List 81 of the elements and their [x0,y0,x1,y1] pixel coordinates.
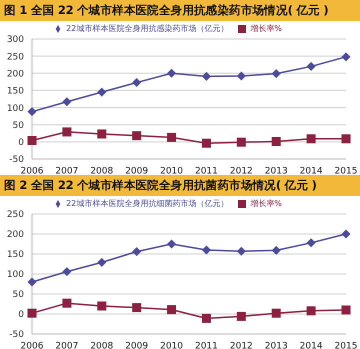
x-tick-label: 2015 [334,166,358,176]
point [132,247,142,256]
legend-label: 增长率% [250,199,282,208]
y-tick-label: -50 [9,330,24,340]
x-tick-label: 2013 [264,341,288,349]
x-tick-label: 2014 [300,166,323,176]
point [202,246,211,254]
point [62,298,72,308]
point [202,138,211,148]
point [342,230,350,238]
chart-title: 图 1 全国 22 个城市样本医院全身用抗感染药市场情况( 亿元 ) [0,0,360,21]
y-tick-label: 150 [6,86,24,97]
x-tick-label: 2011 [194,166,218,176]
point [272,69,281,78]
point [62,267,72,276]
point [342,134,350,144]
point [97,258,106,267]
point [236,72,246,81]
x-tick-label: 2010 [160,341,184,349]
y-tick-label: 250 [6,210,24,220]
y-tick-label: 150 [6,250,24,260]
y-tick-label: 100 [6,270,24,280]
x-tick-label: 2007 [55,166,78,176]
point [62,127,72,136]
legend-label: 22城市样本医院全身用抗细菌药市场（亿元） [66,199,228,208]
x-tick-label: 2008 [90,166,114,176]
y-tick-label: 0 [18,310,24,320]
point [167,68,176,78]
point [306,306,316,316]
x-tick-label: 2011 [194,341,218,349]
y-tick-label: 50 [12,120,24,131]
point [97,88,106,97]
point [62,97,72,106]
point [28,278,36,286]
point [236,312,246,321]
point [306,134,316,144]
point [28,107,36,116]
point [272,246,281,255]
x-tick-label: 2006 [20,341,44,349]
y-tick-label: 250 [6,52,24,62]
point [132,131,142,140]
legend-label: 增长率% [250,24,282,33]
x-tick-label: 2013 [264,166,288,176]
point [272,308,281,318]
x-tick-label: 2008 [90,341,114,349]
point [342,52,350,62]
point [202,72,211,81]
x-tick-label: 2009 [125,341,148,349]
x-tick-label: 2012 [230,341,253,349]
point [97,129,106,138]
x-tick-label: 2007 [55,341,78,349]
point [132,78,142,88]
point [167,240,176,248]
point [28,136,36,145]
y-tick-label: 0 [18,138,24,148]
point [28,308,36,318]
point [167,132,176,142]
point [236,246,246,256]
point [167,305,176,314]
point [306,238,316,248]
y-tick-label: 50 [12,290,24,300]
x-tick-label: 2006 [20,166,44,176]
x-tick-label: 2015 [334,341,358,349]
x-tick-label: 2014 [300,341,323,349]
x-tick-label: 2009 [125,166,148,176]
y-tick-label: 200 [6,69,24,80]
point [272,137,281,146]
legend-label: 22城市样本医院全身用抗感染药市场（亿元） [66,24,228,33]
point [97,302,106,310]
y-tick-label: 100 [6,104,24,114]
point [202,314,211,323]
x-tick-label: 2010 [160,166,184,176]
y-tick-label: 200 [6,230,24,240]
y-tick-label: -50 [9,155,24,166]
y-tick-label: 300 [6,35,24,46]
x-tick-label: 2012 [230,166,253,176]
point [306,62,316,71]
point [132,303,142,312]
point [236,138,246,147]
point [342,306,350,314]
chart-title: 图 2 全国 22 个城市样本医院全身用抗菌药市场情况( 亿元 ) [0,175,360,196]
